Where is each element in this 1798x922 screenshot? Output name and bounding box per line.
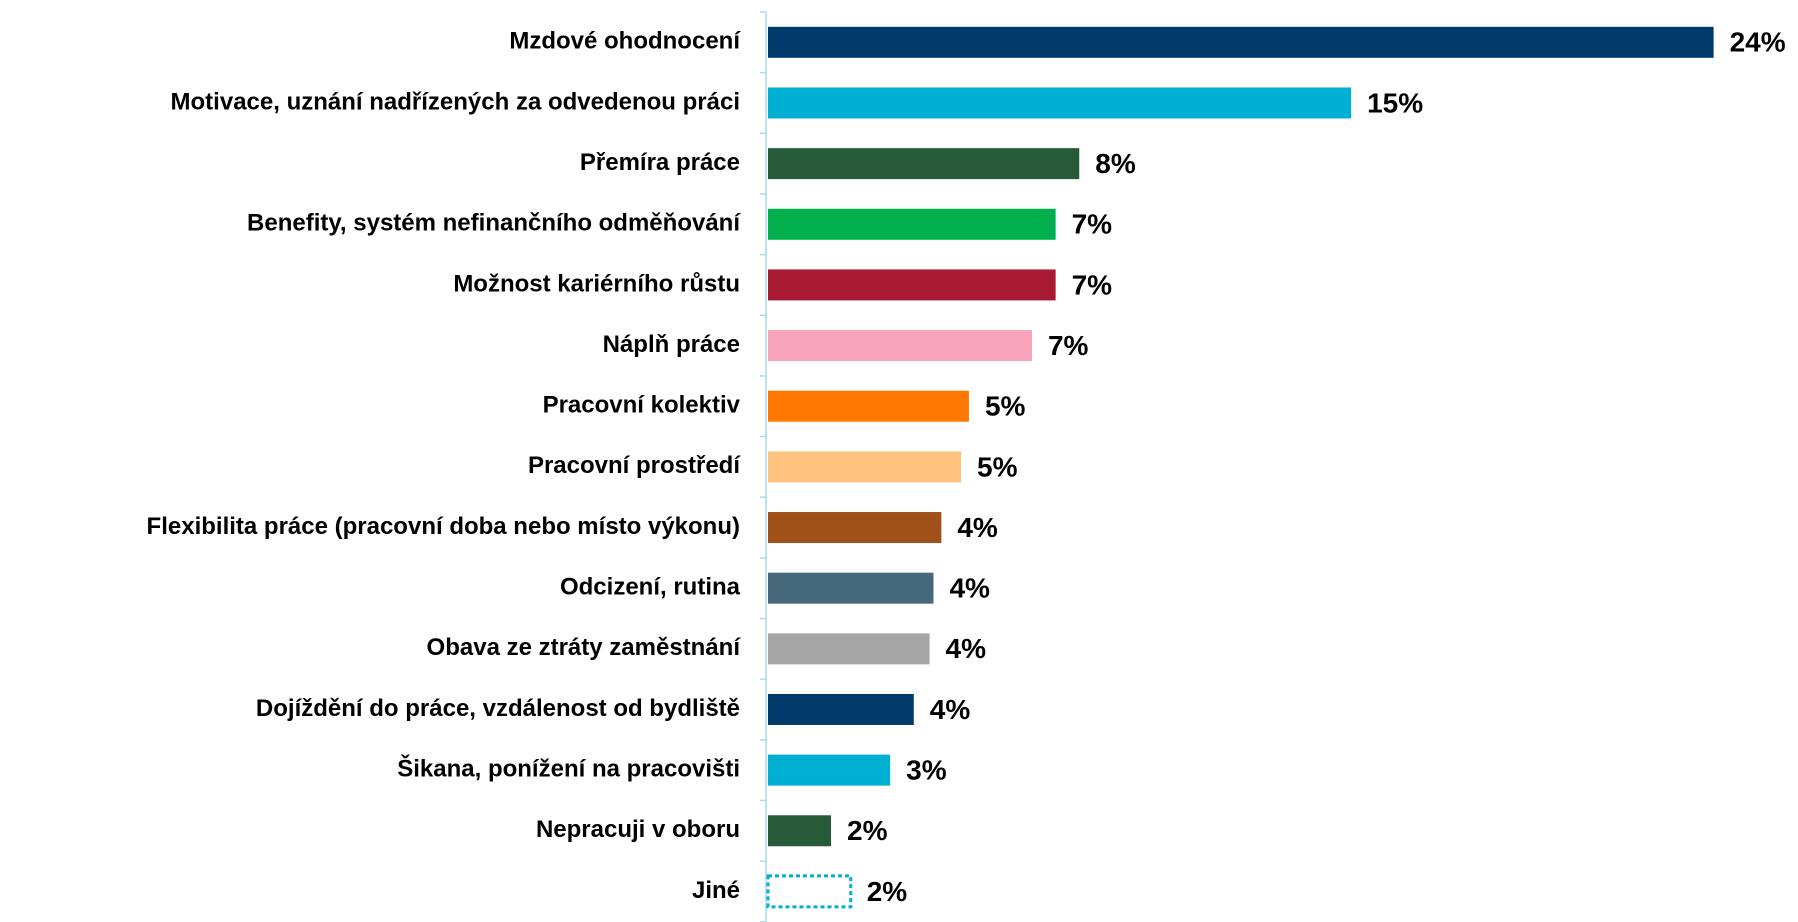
data-label: 3% (906, 755, 947, 786)
bar (768, 572, 934, 604)
bar (768, 633, 930, 665)
x-tick-label: Benefity, systém nefinančního odměňování (247, 210, 741, 237)
data-label: 4% (949, 573, 990, 604)
x-tick-label: Náplň práce (603, 331, 740, 358)
x-tick-label: Motivace, uznání nadřízených za odvedeno… (171, 88, 740, 115)
bar (768, 693, 914, 725)
x-tick-label: Odcizení, rutina (560, 574, 741, 601)
x-tick-label: Šikana, ponížení na pracovišti (397, 754, 740, 782)
data-label: 4% (957, 512, 998, 543)
data-label: 7% (1072, 269, 1113, 300)
data-label: 2% (867, 876, 908, 907)
bar (768, 815, 832, 847)
bar (768, 754, 891, 786)
data-label: 5% (977, 451, 1018, 482)
data-label: 5% (985, 391, 1026, 422)
bar (768, 208, 1056, 240)
bar (768, 87, 1352, 119)
x-tick-label: Přemíra práce (580, 149, 740, 176)
bar (768, 390, 969, 422)
data-label: 24% (1730, 27, 1786, 58)
data-label: 7% (1048, 330, 1089, 361)
bar (768, 148, 1080, 180)
x-tick-label: Pracovní prostředí (528, 452, 741, 479)
x-tick-label: Možnost kariérního růstu (453, 270, 740, 297)
data-label: 15% (1367, 87, 1423, 118)
x-tick-label: Nepracuji v oboru (536, 816, 740, 843)
data-label: 4% (946, 633, 987, 664)
data-label: 8% (1095, 148, 1136, 179)
bar (768, 269, 1056, 301)
x-tick-label: Dojíždění do práce, vzdálenost od bydliš… (256, 695, 740, 722)
bar (768, 26, 1714, 58)
x-tick-label: Jiné (692, 877, 740, 904)
bar (768, 330, 1032, 362)
bar (768, 451, 962, 483)
x-tick-label: Flexibilita práce (pracovní doba nebo mí… (147, 513, 740, 540)
x-tick-label: Mzdové ohodnocení (509, 28, 741, 55)
x-tick-label: Obava ze ztráty zaměstnání (427, 634, 742, 661)
bar (766, 874, 853, 909)
data-label: 4% (930, 694, 971, 725)
data-label: 2% (847, 815, 888, 846)
x-tick-label: Pracovní kolektiv (543, 392, 741, 419)
data-label: 7% (1072, 209, 1113, 240)
bar (768, 512, 942, 544)
